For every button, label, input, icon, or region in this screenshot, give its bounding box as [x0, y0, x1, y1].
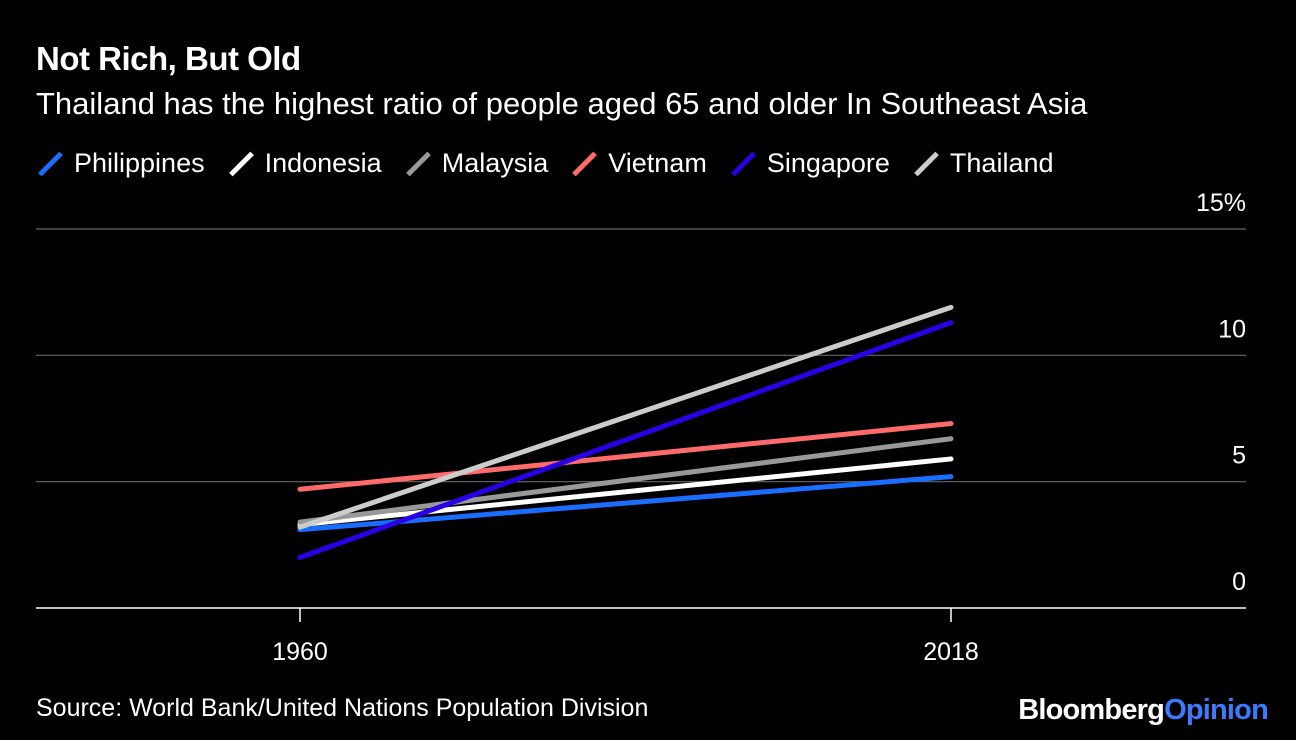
legend-item-vietnam: Vietnam [570, 148, 707, 179]
source-note: Source: World Bank/United Nations Popula… [36, 694, 649, 722]
legend-label: Indonesia [264, 148, 382, 178]
legend-item-thailand: Thailand [912, 148, 1054, 179]
x-tick-label: 1960 [272, 638, 328, 666]
y-tick-label: 10 [1218, 315, 1246, 343]
y-tick-label: 15% [1196, 189, 1246, 217]
legend-label: Singapore [766, 148, 890, 178]
legend-item-malaysia: Malaysia [404, 148, 549, 179]
series-line-malaysia [297, 436, 954, 525]
legend-label: Malaysia [441, 148, 549, 178]
legend-label: Vietnam [608, 148, 707, 178]
y-tick-label: 5 [1232, 442, 1246, 470]
series-line-singapore [297, 319, 954, 560]
y-tick-label: 0 [1232, 568, 1246, 596]
legend-label: Thailand [949, 148, 1054, 178]
brand-logo: BloombergOpinion [1018, 694, 1269, 727]
brand-main: Bloomberg [1018, 694, 1165, 726]
series-line-thailand [297, 304, 954, 530]
x-tick-label: 2018 [923, 638, 979, 666]
legend-label: Philippines [74, 148, 205, 178]
series-line-vietnam [297, 421, 954, 492]
legend-item-indonesia: Indonesia [227, 148, 382, 179]
legend-item-singapore: Singapore [729, 148, 890, 179]
brand-accent: Opinion [1164, 694, 1269, 726]
series-line-indonesia [297, 456, 954, 528]
legend-item-philippines: Philippines [36, 148, 205, 179]
chart-subtitle: Thailand has the highest ratio of people… [36, 86, 1088, 121]
legend: Philippines Indonesia Malaysia Vietnam Singa… [36, 148, 1076, 179]
chart-title: Not Rich, But Old [36, 40, 301, 77]
